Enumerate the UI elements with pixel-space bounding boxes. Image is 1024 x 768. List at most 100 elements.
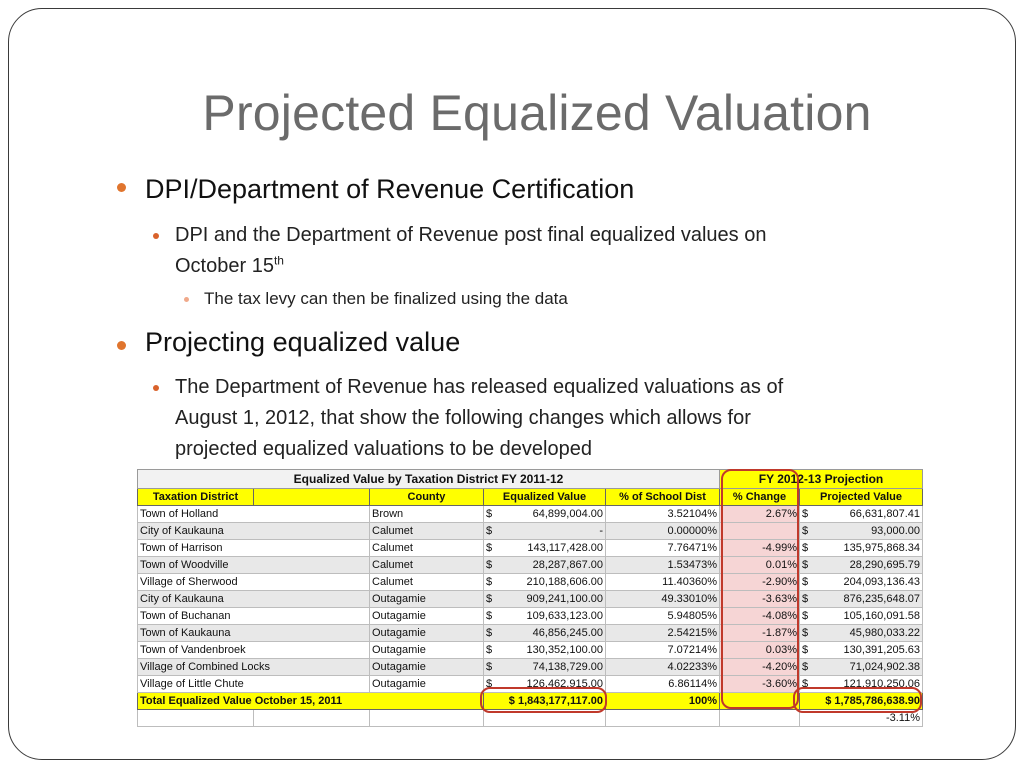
cell-district: Town of Harrison: [137, 539, 370, 557]
amount: 126,462,915.00: [526, 678, 603, 690]
table-row: Village of Little Chute Outagamie $126,462…: [137, 675, 923, 693]
currency-sign: $: [486, 644, 493, 656]
currency-sign: $: [486, 508, 493, 520]
cell-equalized-value: $143,117,428.00: [483, 539, 606, 557]
col-header-change: % Change: [719, 488, 800, 506]
cell-county: Outagamie: [369, 590, 484, 608]
amount: 210,188,606.00: [526, 576, 603, 588]
empty-cell: [369, 709, 484, 727]
amount: 71,024,902.38: [849, 661, 920, 673]
cell-equalized-value: $210,188,606.00: [483, 573, 606, 591]
cell-district: Town of Kaukauna: [137, 624, 370, 642]
amount: -: [599, 525, 603, 537]
currency-sign: $: [802, 678, 809, 690]
empty-cell: [137, 709, 254, 727]
cell-county: Calumet: [369, 522, 484, 540]
amount: 28,290,695.79: [849, 559, 920, 571]
cell-equalized-value: $74,138,729.00: [483, 658, 606, 676]
cell-change: -1.87%: [719, 624, 800, 642]
currency-sign: $: [802, 559, 809, 571]
text-line: DPI and the Department of Revenue post f…: [175, 224, 767, 246]
cell-equalized-value: $130,352,100.00: [483, 641, 606, 659]
total-projected-value: $ 1,785,786,638.90: [799, 692, 923, 710]
equalized-value-table: Equalized Value by Taxation District FY …: [137, 469, 923, 727]
cell-change: [719, 522, 800, 540]
currency-sign: $: [486, 593, 493, 605]
col-header-blank: [253, 488, 370, 506]
amount: 28,287,867.00: [532, 559, 603, 571]
cell-share: 1.53473%: [605, 556, 720, 574]
text-line: projected equalized valuations to be dev…: [175, 438, 592, 460]
currency-sign: $: [802, 542, 809, 554]
cell-change: -4.99%: [719, 539, 800, 557]
currency-sign: $: [802, 661, 809, 673]
currency-sign: $: [486, 576, 493, 588]
col-header-county: County: [369, 488, 484, 506]
bullet-tax-levy: The tax levy can then be finalized using…: [204, 289, 568, 308]
date-text: October 15: [175, 255, 274, 277]
col-header-equalized-value: Equalized Value: [483, 488, 606, 506]
table-row: Town of Buchanan Outagamie $109,633,123.00…: [137, 607, 923, 625]
cell-county: Calumet: [369, 556, 484, 574]
bullet-dot: [153, 385, 159, 391]
bullet-projecting-value: Projecting equalized value: [145, 327, 461, 357]
cell-county: Outagamie: [369, 641, 484, 659]
total-row: Total Equalized Value October 15, 2011 $ …: [137, 692, 923, 710]
currency-sign: $: [486, 610, 493, 622]
cell-district: Village of Little Chute: [137, 675, 370, 693]
currency-sign: $: [802, 644, 809, 656]
cell-equalized-value: $909,241,100.00: [483, 590, 606, 608]
cell-share: 7.07214%: [605, 641, 720, 659]
cell-change: 0.01%: [719, 556, 800, 574]
amount: 130,352,100.00: [526, 644, 603, 656]
cell-district: Town of Buchanan: [137, 607, 370, 625]
cell-county: Brown: [369, 505, 484, 523]
cell-projected-value: $876,235,648.07: [799, 590, 923, 608]
cell-district: City of Kaukauna: [137, 590, 370, 608]
amount: 105,160,091.58: [843, 610, 920, 622]
cell-equalized-value: $28,287,867.00: [483, 556, 606, 574]
amount: 121,910,250.06: [843, 678, 920, 690]
cell-change: -3.63%: [719, 590, 800, 608]
cell-change: 2.67%: [719, 505, 800, 523]
amount: 93,000.00: [871, 525, 920, 537]
column-header-row: Taxation District County Equalized Value…: [137, 488, 923, 506]
table-row: Town of Vandenbroek Outagamie $130,352,100…: [137, 641, 923, 659]
table-row: City of Kaukauna Calumet $ -0.00000% $93,000…: [137, 522, 923, 540]
amount: 45,980,033.22: [849, 627, 920, 639]
amount: 135,975,868.34: [843, 542, 920, 554]
amount: 46,856,245.00: [532, 627, 603, 639]
cell-equalized-value: $64,899,004.00: [483, 505, 606, 523]
currency-sign: $: [486, 627, 493, 639]
cell-projected-value: $105,160,091.58: [799, 607, 923, 625]
bullet-dot: [117, 183, 126, 192]
cell-district: City of Kaukauna: [137, 522, 370, 540]
col-header-district: Taxation District: [137, 488, 254, 506]
amount: 74,138,729.00: [532, 661, 603, 673]
cell-equalized-value: $126,462,915.00: [483, 675, 606, 693]
cell-change: -3.60%: [719, 675, 800, 693]
slide-frame: [8, 8, 1016, 760]
cell-projected-value: $71,024,902.38: [799, 658, 923, 676]
text-line: August 1, 2012, that show the following …: [175, 407, 751, 429]
text-line: The Department of Revenue has released e…: [175, 376, 784, 398]
currency-sign: $: [802, 627, 809, 639]
currency-sign: $: [486, 525, 493, 537]
table-row: Town of Woodville Calumet $28,287,867.00 1.…: [137, 556, 923, 574]
total-label: Total Equalized Value October 15, 2011: [137, 692, 484, 710]
cell-share: 0.00000%: [605, 522, 720, 540]
table-row: Village of Sherwood Calumet $210,188,606.0…: [137, 573, 923, 591]
currency-sign: $: [486, 542, 493, 554]
cell-change: -4.08%: [719, 607, 800, 625]
cell-equalized-value: $ -: [483, 522, 606, 540]
cell-projected-value: $45,980,033.22: [799, 624, 923, 642]
col-header-projected-value: Projected Value: [799, 488, 923, 506]
bullet-dor-released: The Department of Revenue has released e…: [175, 372, 915, 465]
amount: 64,899,004.00: [532, 508, 603, 520]
currency-sign: $: [486, 559, 493, 571]
cell-county: Calumet: [369, 573, 484, 591]
total-share: 100%: [605, 692, 720, 710]
amount: 143,117,428.00: [527, 542, 603, 554]
cell-projected-value: $93,000.00: [799, 522, 923, 540]
cell-projected-value: $66,631,807.41: [799, 505, 923, 523]
